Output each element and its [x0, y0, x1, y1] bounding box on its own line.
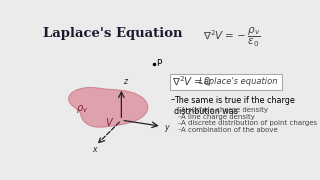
Text: –: – — [177, 114, 181, 120]
Text: A line charge density: A line charge density — [181, 114, 255, 120]
Text: $\rho_v$: $\rho_v$ — [76, 103, 88, 115]
Text: $\nabla^2 V = 0$: $\nabla^2 V = 0$ — [172, 75, 212, 88]
Text: Laplace's Equation: Laplace's Equation — [43, 27, 183, 40]
Text: –: – — [177, 107, 181, 113]
Text: $V$: $V$ — [105, 116, 114, 128]
Text: Laplace's equation: Laplace's equation — [199, 77, 278, 86]
Text: y: y — [164, 123, 169, 132]
Text: –: – — [177, 127, 181, 133]
Text: A combination of the above: A combination of the above — [181, 127, 278, 133]
Text: A discrete distribution of point charges: A discrete distribution of point charges — [181, 120, 317, 126]
Polygon shape — [69, 87, 148, 127]
Text: $\nabla^2 V = -\dfrac{\rho_v}{\epsilon_0}$: $\nabla^2 V = -\dfrac{\rho_v}{\epsilon_0… — [203, 25, 260, 48]
Text: x: x — [92, 145, 96, 154]
Text: z: z — [123, 76, 127, 86]
Text: –: – — [170, 96, 174, 105]
Text: P: P — [156, 59, 162, 68]
Text: The same is true if the charge
distribution was: The same is true if the charge distribut… — [174, 96, 295, 116]
Text: A surface charge density: A surface charge density — [181, 107, 268, 113]
FancyBboxPatch shape — [170, 74, 282, 90]
Text: –: – — [177, 120, 181, 126]
